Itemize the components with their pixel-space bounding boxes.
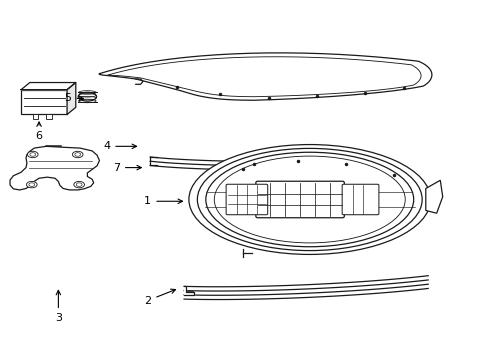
Ellipse shape: [72, 151, 83, 158]
Polygon shape: [33, 114, 39, 119]
Ellipse shape: [26, 181, 37, 188]
Ellipse shape: [188, 145, 430, 255]
Polygon shape: [67, 82, 76, 114]
Ellipse shape: [27, 151, 38, 158]
Ellipse shape: [29, 183, 35, 186]
Polygon shape: [99, 53, 431, 100]
Text: 4: 4: [103, 141, 136, 151]
Text: 1: 1: [144, 196, 182, 206]
Text: 6: 6: [36, 122, 42, 141]
Ellipse shape: [74, 181, 84, 188]
Polygon shape: [10, 146, 99, 190]
FancyBboxPatch shape: [225, 184, 267, 215]
Ellipse shape: [30, 153, 36, 156]
Polygon shape: [46, 114, 52, 119]
Polygon shape: [21, 82, 76, 90]
FancyBboxPatch shape: [255, 181, 344, 218]
Polygon shape: [183, 286, 193, 295]
Text: 2: 2: [144, 289, 175, 306]
Text: 5: 5: [64, 94, 83, 103]
Polygon shape: [425, 180, 442, 213]
Text: 3: 3: [55, 291, 62, 323]
Ellipse shape: [78, 92, 96, 101]
Ellipse shape: [76, 183, 82, 186]
Polygon shape: [21, 90, 67, 114]
Text: 7: 7: [113, 163, 141, 172]
FancyBboxPatch shape: [342, 184, 378, 215]
Ellipse shape: [75, 153, 81, 156]
